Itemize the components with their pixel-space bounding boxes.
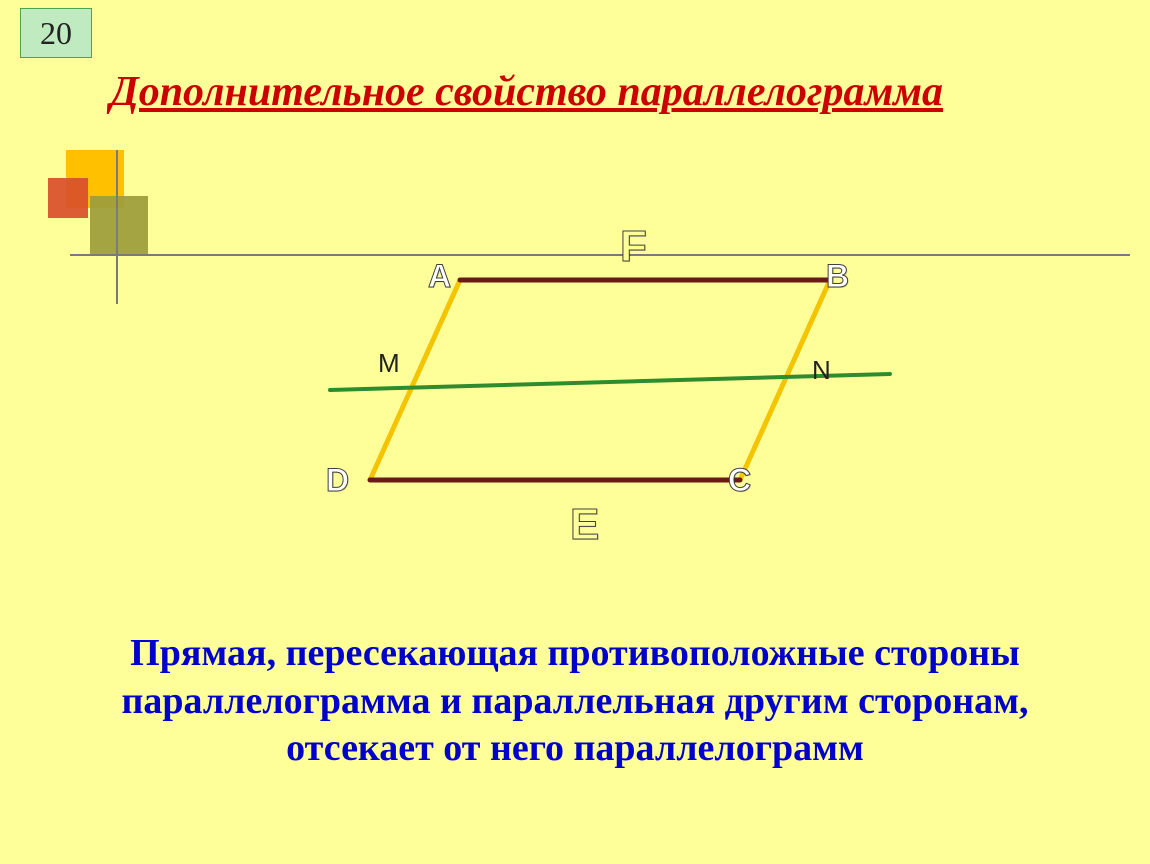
vertex-label-f: F — [620, 222, 647, 272]
vertex-label-c: C — [728, 462, 751, 499]
bullet-square-olive — [90, 196, 148, 254]
vertex-label-d: D — [326, 462, 349, 499]
slide: 20 Дополнительное свойство параллелограм… — [0, 0, 1150, 864]
slide-title: Дополнительное свойство параллелограмма — [110, 68, 943, 116]
point-label-m: M — [378, 348, 400, 379]
slide-number-badge: 20 — [20, 8, 92, 58]
parallelogram-diagram: A B C D F E M N — [270, 210, 910, 570]
point-label-n: N — [812, 355, 831, 386]
vertex-label-b: B — [826, 258, 849, 295]
theorem-text: Прямая, пересекающая противоположные сто… — [0, 630, 1150, 773]
bullet-square-red — [48, 178, 88, 218]
slide-number: 20 — [40, 15, 72, 52]
vertex-label-e: E — [570, 500, 599, 550]
vertex-label-a: A — [428, 258, 451, 295]
decorative-vertical-line — [116, 150, 118, 304]
decorative-bullet — [48, 150, 158, 270]
